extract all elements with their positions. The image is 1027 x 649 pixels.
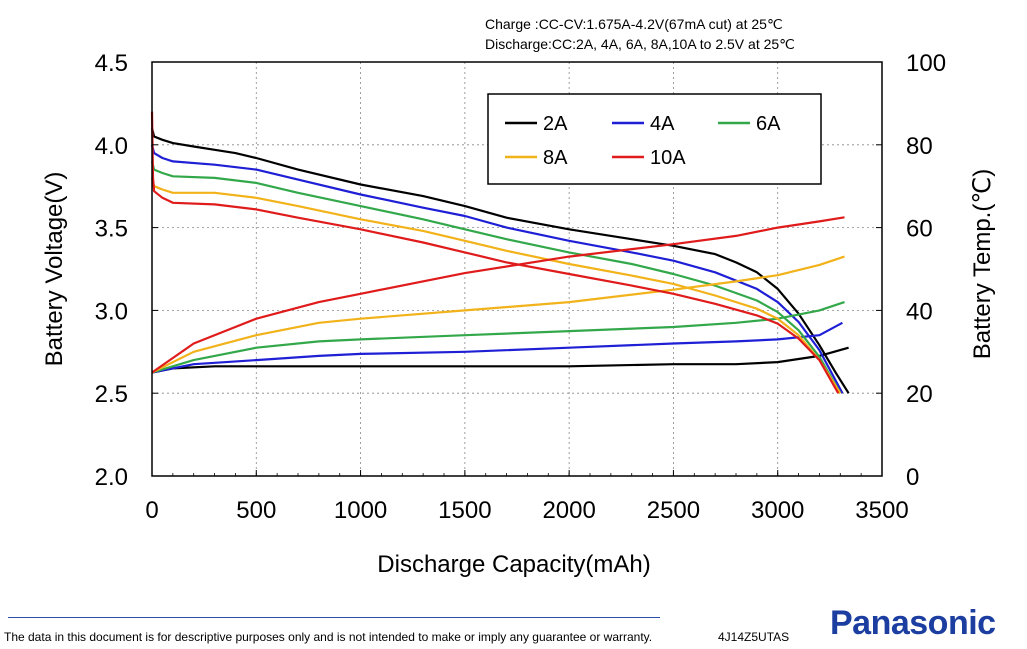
footer-divider xyxy=(8,617,660,618)
voltage-curve-10A xyxy=(150,111,840,394)
temperature-curve-2A xyxy=(151,346,849,374)
voltage-curve-8A xyxy=(150,177,842,394)
document-id: 4J14Z5UTAS xyxy=(718,630,790,644)
temperature-curve-10A xyxy=(151,216,845,374)
voltage-curve-4A xyxy=(150,144,844,394)
y2-tick-label: 100 xyxy=(906,50,946,77)
x-tick-label: 1500 xyxy=(438,497,491,524)
y-tick-label: 3.0 xyxy=(95,298,128,325)
y-tick-label: 4.0 xyxy=(95,133,128,160)
voltage-curve-2A xyxy=(150,127,850,394)
x-tick-label: 500 xyxy=(236,497,276,524)
y2-axis-label: Battery Temp.(℃) xyxy=(969,169,996,360)
legend-label-2A: 2A xyxy=(543,113,568,135)
y-axis-label: Battery Voltage(V) xyxy=(41,172,68,367)
plot-frame xyxy=(151,61,883,477)
y-tick-label: 2.5 xyxy=(95,381,128,408)
y2-tick-label: 40 xyxy=(906,298,933,325)
x-tick-label: 3000 xyxy=(751,497,804,524)
y2-tick-label: 60 xyxy=(906,216,933,243)
x-tick-label: 2000 xyxy=(542,497,595,524)
y-tick-label: 4.5 xyxy=(95,50,128,77)
y-tick-label: 2.0 xyxy=(95,464,128,491)
temperature-curve-8A xyxy=(151,255,845,374)
y2-tick-label: 80 xyxy=(906,133,933,160)
legend-label-10A: 10A xyxy=(650,147,686,169)
discharge-condition: Discharge:CC:2A, 4A, 6A, 8A,10A to 2.5V … xyxy=(485,36,795,52)
voltage-curve-6A xyxy=(150,161,842,394)
disclaimer-text: The data in this document is for descrip… xyxy=(4,630,653,644)
chart-ticks: 0 500 1000 1500 2000 2500 3000 35002.02.53.03.5… xyxy=(95,50,946,524)
legend-label-6A: 6A xyxy=(756,113,781,135)
x-tick-label: 2500 xyxy=(647,497,700,524)
legend-label-8A: 8A xyxy=(543,147,568,169)
temperature-curve-6A xyxy=(151,301,845,374)
chart-curves xyxy=(150,111,850,394)
x-axis-label: Discharge Capacity(mAh) xyxy=(377,551,650,578)
x-tick-label: 3500 xyxy=(855,497,908,524)
y-tick-label: 3.5 xyxy=(95,216,128,243)
legend-label-4A: 4A xyxy=(650,113,675,135)
x-tick-label: 0 xyxy=(145,497,158,524)
x-tick-label: 1000 xyxy=(334,497,387,524)
legend-box xyxy=(487,93,822,185)
legend: 2A 4A 6A 8A 10A xyxy=(487,93,822,185)
temperature-curve-4A xyxy=(151,321,843,374)
y2-tick-label: 20 xyxy=(906,381,933,408)
charge-condition: Charge :CC-CV:1.675A-4.2V(67mA cut) at 2… xyxy=(485,16,783,32)
y2-tick-label: 0 xyxy=(906,464,919,491)
brand-logo: Panasonic xyxy=(830,604,996,642)
